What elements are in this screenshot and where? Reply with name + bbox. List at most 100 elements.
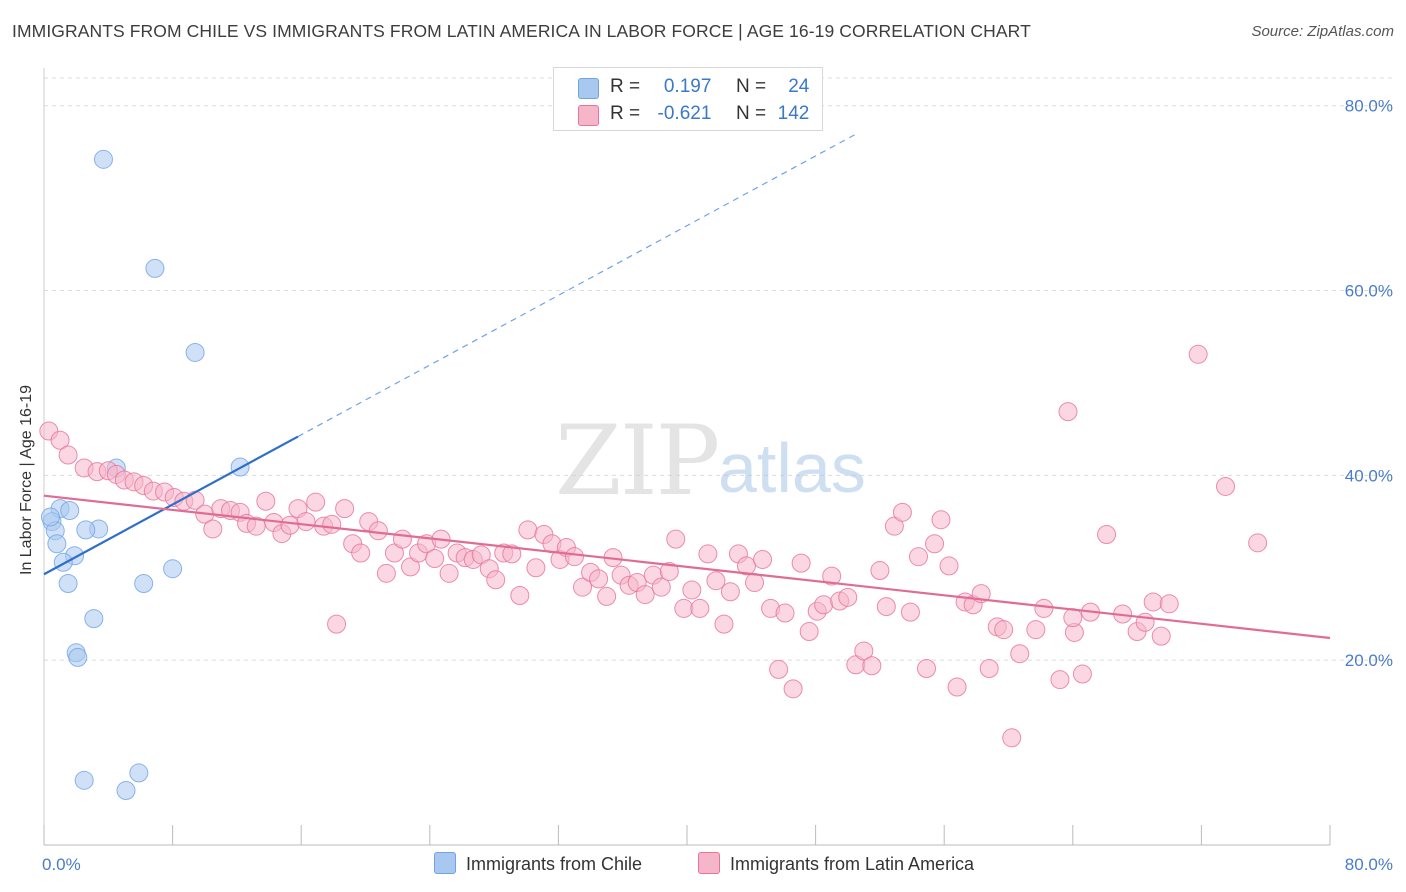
latin-america-point (682, 580, 702, 600)
chile-point (58, 573, 78, 593)
legend-n-label: N = (735, 103, 767, 124)
latin-america-point (775, 603, 795, 623)
latin-america-point (706, 571, 726, 591)
latin-america-point (799, 622, 819, 642)
watermark: ZIP atlas (555, 405, 866, 517)
latin-america-point (335, 499, 355, 519)
watermark-atlas: atlas (718, 429, 866, 507)
latin-america-point (939, 556, 959, 576)
latin-america-point (745, 573, 765, 593)
latin-america-point (1216, 476, 1236, 496)
axes (43, 68, 1331, 846)
chile-point (74, 770, 94, 790)
series-latin-america-points (39, 344, 1268, 748)
latin-america-point (635, 585, 655, 605)
legend-swatch-chile (578, 78, 599, 99)
legend-row-chile: R = 0.197 N = 24 (554, 75, 822, 101)
latin-america-point (791, 553, 811, 573)
legend-row-latin-america: R = -0.621 N = 142 (554, 102, 822, 128)
latin-america-point (518, 520, 538, 540)
legend-n-value-latin-america: 142 (777, 103, 810, 124)
latin-america-point (1248, 533, 1268, 553)
latin-america-point (714, 614, 734, 634)
latin-america-point (1072, 664, 1092, 684)
latin-america-point (296, 512, 316, 532)
latin-america-point (925, 534, 945, 554)
latin-america-point (280, 515, 300, 535)
latin-america-point (351, 543, 371, 563)
latin-america-point (651, 577, 671, 597)
latin-america-point (690, 598, 710, 618)
legend-swatch-latin-america (578, 105, 599, 126)
latin-america-point (900, 602, 920, 622)
latin-america-point (994, 620, 1014, 640)
legend-label-chile: Immigrants from Chile (466, 854, 643, 874)
chile-point (47, 534, 67, 554)
latin-america-point (1143, 592, 1163, 612)
legend-label-latin-america: Immigrants from Latin America (730, 854, 975, 874)
latin-america-point (698, 544, 718, 564)
chile-point (84, 609, 104, 629)
legend-n-label: N = (735, 76, 767, 97)
chile-point (163, 559, 183, 579)
latin-america-point (1050, 670, 1070, 690)
y-tick-label: 80.0% (1345, 97, 1393, 116)
latin-america-point (376, 563, 396, 583)
latin-america-point (1063, 608, 1083, 628)
latin-america-point (659, 561, 679, 581)
latin-america-point (526, 558, 546, 578)
chile-point (129, 763, 149, 783)
latin-america-point (1151, 626, 1171, 646)
legend-swatch-latin-america (698, 852, 720, 874)
chile-point (40, 507, 60, 527)
chile-trend-extension (297, 133, 857, 438)
latin-america-point (327, 614, 347, 634)
x-tick-labels: 0.0% 80.0% (42, 855, 1393, 874)
latin-america-point (1188, 344, 1208, 364)
legend-swatch-chile (434, 852, 456, 874)
latin-america-point (814, 595, 834, 615)
latin-america-point (736, 556, 756, 576)
latin-america-point (822, 566, 842, 586)
series-chile-points (40, 149, 250, 800)
latin-america-point (368, 521, 388, 541)
chile-point (68, 647, 88, 667)
source-credit: Source: ZipAtlas.com (1251, 23, 1394, 40)
y-tick-label: 40.0% (1345, 466, 1393, 485)
chart-title: IMMIGRANTS FROM CHILE VS IMMIGRANTS FROM… (12, 21, 1031, 41)
chile-point (53, 552, 73, 572)
legend-r-value-latin-america: -0.621 (657, 103, 712, 124)
latin-america-point (947, 677, 967, 697)
latin-america-point (589, 569, 609, 589)
latin-america-point (892, 502, 912, 522)
legend-r-label: R = (610, 76, 641, 97)
latin-america-point (425, 549, 445, 569)
latin-america-point (203, 519, 223, 539)
latin-america-point (564, 547, 584, 567)
latin-america-point (1159, 594, 1179, 614)
latin-america-point (753, 549, 773, 569)
latin-america-point (876, 597, 896, 617)
legend-item-latin-america: Immigrants from Latin America (698, 852, 974, 875)
chile-point (76, 520, 96, 540)
latin-america-point (931, 510, 951, 530)
latin-america-point (1010, 644, 1030, 664)
latin-america-point (306, 492, 326, 512)
y-tick-label: 20.0% (1345, 651, 1393, 670)
chile-point (93, 149, 113, 169)
latin-america-point (908, 547, 928, 567)
legend-item-chile: Immigrants from Chile (434, 852, 642, 875)
latin-america-point (917, 658, 937, 678)
latin-america-point (58, 445, 78, 465)
latin-america-point (783, 679, 803, 699)
latin-america-point (573, 577, 593, 597)
latin-america-point (666, 529, 686, 549)
latin-america-point (854, 641, 874, 661)
latin-america-point (392, 529, 412, 549)
latin-america-trend-line (43, 494, 1331, 640)
latin-america-point (862, 656, 882, 676)
latin-america-point (322, 514, 342, 534)
latin-america-point (1058, 402, 1078, 422)
chile-point (134, 573, 154, 593)
